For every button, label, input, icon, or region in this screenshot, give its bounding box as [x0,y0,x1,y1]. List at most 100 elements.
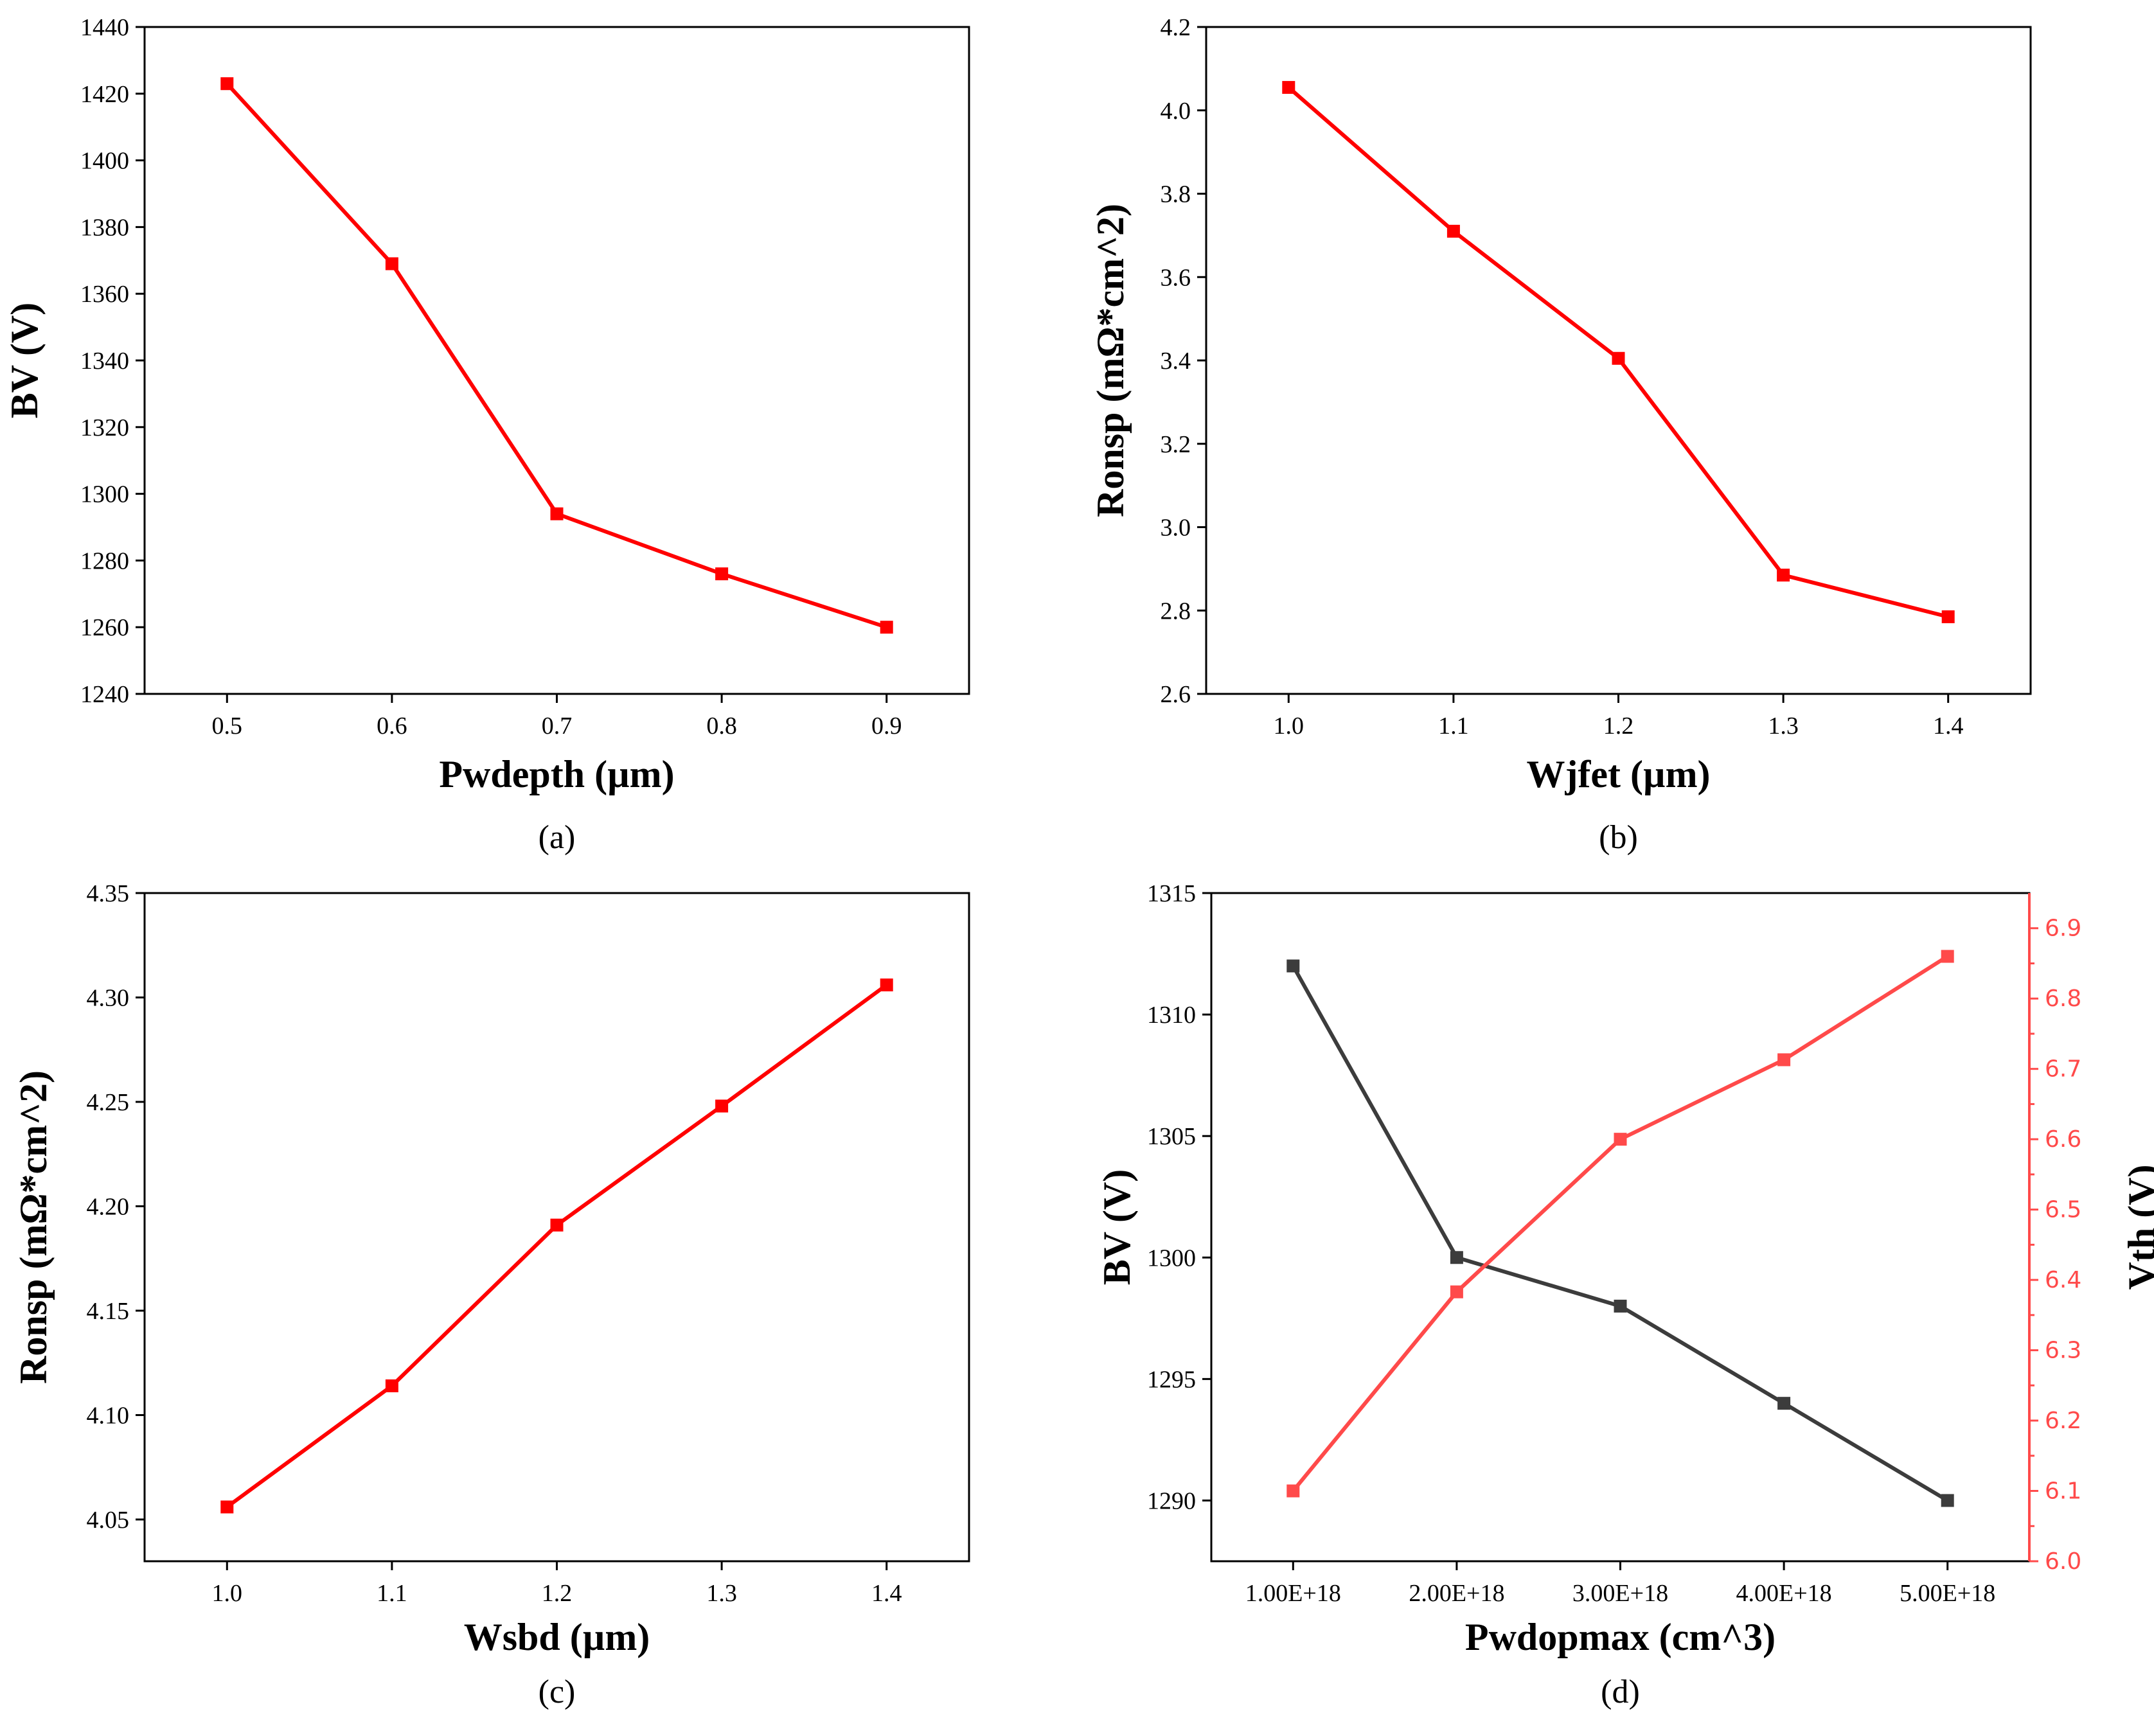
x-tick-label: 0.6 [377,713,407,740]
x-tick-label: 5.00E+18 [1900,1580,1995,1607]
y-tick-label: 1315 [1147,880,1196,907]
y-right-tick-label: 6.3 [2045,1338,2081,1364]
y-tick-label: 1310 [1147,1002,1196,1029]
x-tick-label: 1.3 [706,1580,737,1607]
y-tick-label: 1305 [1147,1123,1196,1150]
y-tick-label: 4.30 [87,985,130,1012]
panel-caption: (c) [538,1674,576,1710]
chart-panel-a: 0.5 0.6 0.7 0.8 0.9 1240 1260 1280 1300 1320 1340 1… [3,14,970,856]
data-point [715,1099,729,1113]
y-tick-label: 1300 [1147,1244,1196,1271]
data-point [1446,224,1460,238]
y-tick-label: 4.05 [87,1507,130,1534]
chart-panel-b: 1.0 1.1 1.2 1.3 1.4 2.6 2.8 3.0 3.2 3.4 3.6 3.8 4.0 4… [1089,14,2032,856]
y-tick-label: 1360 [80,281,129,308]
y-tick-label: 4.2 [1161,14,1191,41]
y-tick-label: 4.0 [1161,98,1191,125]
x-axis-label: Pwdopmax (cm^3) [1465,1616,1776,1658]
data-point [1941,1494,1954,1507]
y-tick-label: 1440 [80,14,129,41]
data-point [385,1379,398,1392]
y-tick-label: 2.6 [1161,681,1191,708]
y-tick-label: 1290 [1147,1487,1196,1514]
series-line-bv [226,82,887,630]
x-tick-label: 3.00E+18 [1572,1580,1668,1607]
y-axis-label: Ronsp (mΩ*cm^2) [1089,204,1132,517]
x-tick-label: 0.7 [542,713,573,740]
plot-frame [1210,892,2031,1563]
y-tick-label: 1240 [80,681,129,708]
y-tick-label: 2.8 [1161,598,1191,624]
y-tick-label: 1295 [1147,1366,1196,1393]
x-tick-label: 1.0 [212,1580,243,1607]
y-tick-label: 4.35 [87,880,130,907]
x-axis-label: Pwdepth (µm) [439,753,674,795]
x-tick-label: 4.00E+18 [1736,1580,1832,1607]
y-tick-label: 3.4 [1161,348,1191,375]
data-point [1450,1251,1463,1264]
x-tick-label: 0.5 [212,713,243,740]
x-tick-label: 0.8 [706,713,737,740]
y-tick-label: 1300 [80,481,129,508]
y-axis-label: BV (V) [3,303,46,419]
panel-caption: (b) [1599,819,1638,856]
y-tick-label: 1380 [80,214,129,241]
x-tick-label: 1.2 [542,1580,573,1607]
x-tick-label: 1.1 [1438,713,1469,740]
data-point [1777,569,1790,582]
series-line-vth [1291,954,1949,1492]
y-axis-label: BV (V) [1096,1169,1138,1286]
x-axis-label: Wjfet (µm) [1526,753,1710,795]
chart-panel-d: 1.00E+18 2.00E+18 3.00E+18 4.00E+18 5.00E+18… [1096,880,2154,1710]
x-tick-label: 1.2 [1603,713,1634,740]
x-tick-label: 1.4 [1933,713,1964,740]
y-tick-label: 1340 [80,348,129,375]
y-right-tick-label: 6.2 [2045,1408,2081,1434]
data-point [715,567,729,581]
data-point [550,507,564,520]
data-point [1286,1484,1300,1498]
y-right-tick-label: 6.0 [2045,1548,2081,1575]
y-tick-label: 3.6 [1161,264,1191,291]
y-tick-label: 3.8 [1161,181,1191,208]
series-line-ronsp [226,983,888,1509]
series-line-bv [1291,964,1949,1503]
x-tick-label: 1.00E+18 [1245,1580,1341,1607]
y-right-tick-label: 6.4 [2045,1267,2081,1293]
data-point [1286,959,1300,973]
data-point [1282,81,1295,94]
y-tick-label: 4.15 [87,1298,130,1325]
data-point [1614,1299,1627,1313]
y-tick-label: 1420 [80,81,129,108]
data-point [1450,1285,1463,1298]
x-tick-label: 0.9 [871,713,902,740]
x-tick-label: 1.1 [377,1580,407,1607]
y-tick-label: 1260 [80,614,129,641]
y-tick-label: 3.2 [1161,431,1191,458]
y-right-tick-label: 6.7 [2045,1056,2081,1083]
chart-panel-c: 1.0 1.1 1.2 1.3 1.4 4.05 4.10 4.15 4.20 4.25 4.30 4… [12,880,970,1710]
y-right-tick-label: 6.5 [2045,1197,2081,1223]
data-point [1777,1397,1791,1410]
y-right-tick-label: 6.9 [2045,916,2081,942]
data-point [220,1500,234,1514]
x-tick-label: 1.4 [871,1580,902,1607]
y-tick-label: 4.25 [87,1089,130,1116]
data-point [1777,1053,1791,1067]
data-point [385,257,398,270]
y-tick-label: 3.0 [1161,515,1191,542]
y-right-tick-label: 6.8 [2045,986,2081,1012]
data-point [880,621,893,634]
data-point [550,1218,564,1232]
panel-caption: (d) [1601,1674,1640,1710]
y-tick-label: 1320 [80,414,129,441]
y-tick-label: 4.10 [87,1403,130,1430]
x-axis-label: Wsbd (µm) [464,1616,650,1658]
y-tick-label: 1400 [80,148,129,175]
data-point [1614,1133,1627,1146]
data-point [1941,950,1954,963]
y-tick-label: 1280 [80,547,129,574]
x-tick-label: 2.00E+18 [1409,1580,1504,1607]
data-point [880,979,893,991]
y-right-tick-label: 6.1 [2045,1478,2081,1505]
